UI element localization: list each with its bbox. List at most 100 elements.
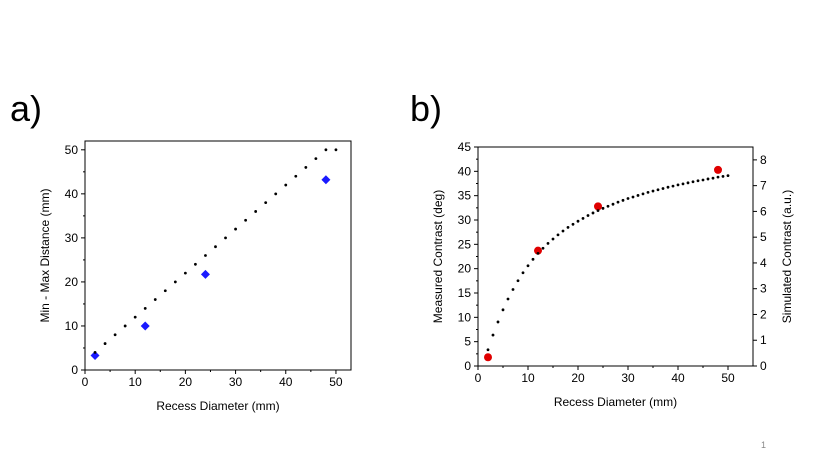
chart-a-y-axis-label: Min - Max Distance (mm) [38, 188, 52, 322]
chart-b-simulated-point [626, 197, 630, 200]
chart-a-simulated-point [334, 148, 338, 152]
chart-a-simulated-point [103, 342, 107, 345]
chart-b-x-tick-label: 0 [475, 371, 482, 385]
chart-b-y-tick-label: 30 [458, 213, 472, 227]
chart-b-simulated-point [546, 241, 550, 245]
chart-a-simulated-point [294, 174, 298, 178]
chart-a-y-tick-label: 0 [71, 363, 78, 377]
chart-a-x-tick-label: 40 [279, 375, 293, 389]
chart-b-simulated-point [556, 233, 560, 237]
chart-a-y-tick-label: 50 [65, 143, 79, 157]
chart-b-simulated-point [491, 333, 495, 337]
chart-b-simulated-point [661, 187, 665, 190]
chart-a-x-tick-label: 30 [229, 375, 243, 389]
chart-b-simulated-point [521, 271, 525, 275]
chart-b-y-tick-label: 0 [464, 359, 471, 373]
chart-b-simulated-point [551, 237, 555, 241]
chart-b-simulated-point [691, 180, 695, 184]
chart-b-plot-frame [477, 146, 754, 367]
chart-b-simulated-point [571, 222, 575, 226]
chart-b-y-tick-label: 35 [458, 189, 472, 203]
chart-b-simulated-point [591, 211, 595, 215]
chart-b-simulated-point [606, 204, 610, 208]
chart-b-measured-point [594, 202, 602, 211]
chart-b-y2-tick-label: 3 [760, 282, 767, 296]
chart-b-simulated-point [581, 216, 585, 220]
chart-b-simulated-point [631, 195, 635, 199]
chart-b-simulated-point [621, 198, 625, 202]
chart-b-simulated-point [486, 348, 490, 352]
chart-a-simulated-point [214, 245, 217, 249]
chart-b-measured-point [484, 353, 492, 362]
chart-b-y2-tick-label: 4 [760, 256, 767, 270]
chart-a-y-tick-label: 30 [65, 231, 79, 245]
chart-b-simulated-point [726, 174, 730, 177]
chart-b-simulated-point [601, 206, 605, 210]
chart-b-x-tick-label: 10 [521, 371, 535, 385]
chart-b-simulated-point [646, 190, 650, 194]
chart-b-y-axis-label: Measured Contrast (deg) [431, 190, 445, 323]
chart-b-simulated-point [541, 246, 545, 250]
chart-b-y-tick-label: 5 [464, 335, 471, 349]
chart-b-y-tick-label: 40 [458, 164, 472, 178]
chart-a-measured-point [90, 350, 100, 360]
chart-a-simulated-point [113, 333, 117, 337]
chart-b-simulated-point [611, 202, 615, 206]
chart-b-simulated-point [706, 177, 710, 181]
chart-a-simulated-point [314, 157, 318, 161]
chart-a-y-tick-label: 20 [65, 275, 79, 289]
chart-b-simulated-point [501, 308, 505, 312]
chart-b-x-tick-label: 50 [721, 371, 735, 385]
chart-a-simulated-point [304, 166, 308, 169]
slide-number: 1 [761, 440, 767, 450]
chart-b-y-tick-label: 20 [458, 262, 472, 276]
chart-a-simulated-point [123, 324, 127, 328]
chart-a-simulated-point [194, 262, 197, 266]
chart-a-simulated-point [93, 350, 97, 354]
chart-a-simulated-point [274, 192, 278, 196]
chart-b-simulated-point [686, 181, 690, 185]
chart-b-simulated-point [496, 320, 500, 324]
chart-a-simulated-point [183, 271, 187, 275]
chart-b-y-tick-label: 25 [458, 237, 472, 251]
chart-a-x-tick-label: 20 [179, 375, 193, 389]
chart-b-simulated-point [596, 209, 600, 213]
chart-b-y2-tick-label: 7 [760, 179, 767, 193]
chart-b-measured-point [534, 246, 542, 255]
chart-b-simulated-point [656, 188, 660, 192]
chart-a-x-tick-label: 0 [82, 375, 89, 389]
chart-a-simulated-point [163, 289, 167, 293]
chart-b-simulated-point [716, 175, 720, 179]
chart-b-simulated-point [526, 264, 530, 268]
chart-b-y2-axis-label: Simulated Contrast (a.u.) [780, 190, 794, 323]
chart-b-x-tick-label: 30 [621, 371, 635, 385]
chart-b-simulated-point [511, 288, 515, 291]
chart-b-y-tick-label: 10 [458, 310, 472, 324]
chart-b-simulated-point [666, 185, 670, 189]
chart-b-simulated-point [721, 174, 725, 178]
chart-b-simulated-point [676, 183, 680, 187]
chart-b-simulated-point [516, 279, 520, 283]
chart-b-simulated-point [636, 194, 640, 197]
chart-b-simulated-point [536, 252, 540, 255]
chart-b-simulated-point [531, 257, 535, 261]
chart-b-simulated-point [701, 178, 705, 182]
chart-b-simulated-point [506, 297, 510, 301]
chart-a-simulated-point [143, 306, 147, 310]
chart-b-simulated-point [586, 214, 590, 217]
chart-a-simulated-point [204, 254, 207, 257]
chart-b-y2-tick-label: 8 [760, 153, 767, 167]
chart-b-x-tick-label: 40 [671, 371, 685, 385]
chart-b-simulated-point [681, 182, 685, 186]
chart-b-simulated-point [711, 176, 715, 180]
chart-b-y2-tick-label: 1 [760, 333, 767, 347]
chart-a-y-tick-label: 10 [65, 319, 79, 333]
chart-b-simulated-point [641, 192, 645, 196]
chart-b-y2-tick-label: 2 [760, 307, 767, 321]
chart-a-plot-frame [84, 140, 352, 371]
chart-a-x-tick-label: 50 [329, 375, 343, 389]
chart-a-measured-point [200, 269, 210, 279]
chart-b-simulated-point [696, 179, 700, 183]
chart-a-y-tick-label: 40 [65, 187, 79, 201]
